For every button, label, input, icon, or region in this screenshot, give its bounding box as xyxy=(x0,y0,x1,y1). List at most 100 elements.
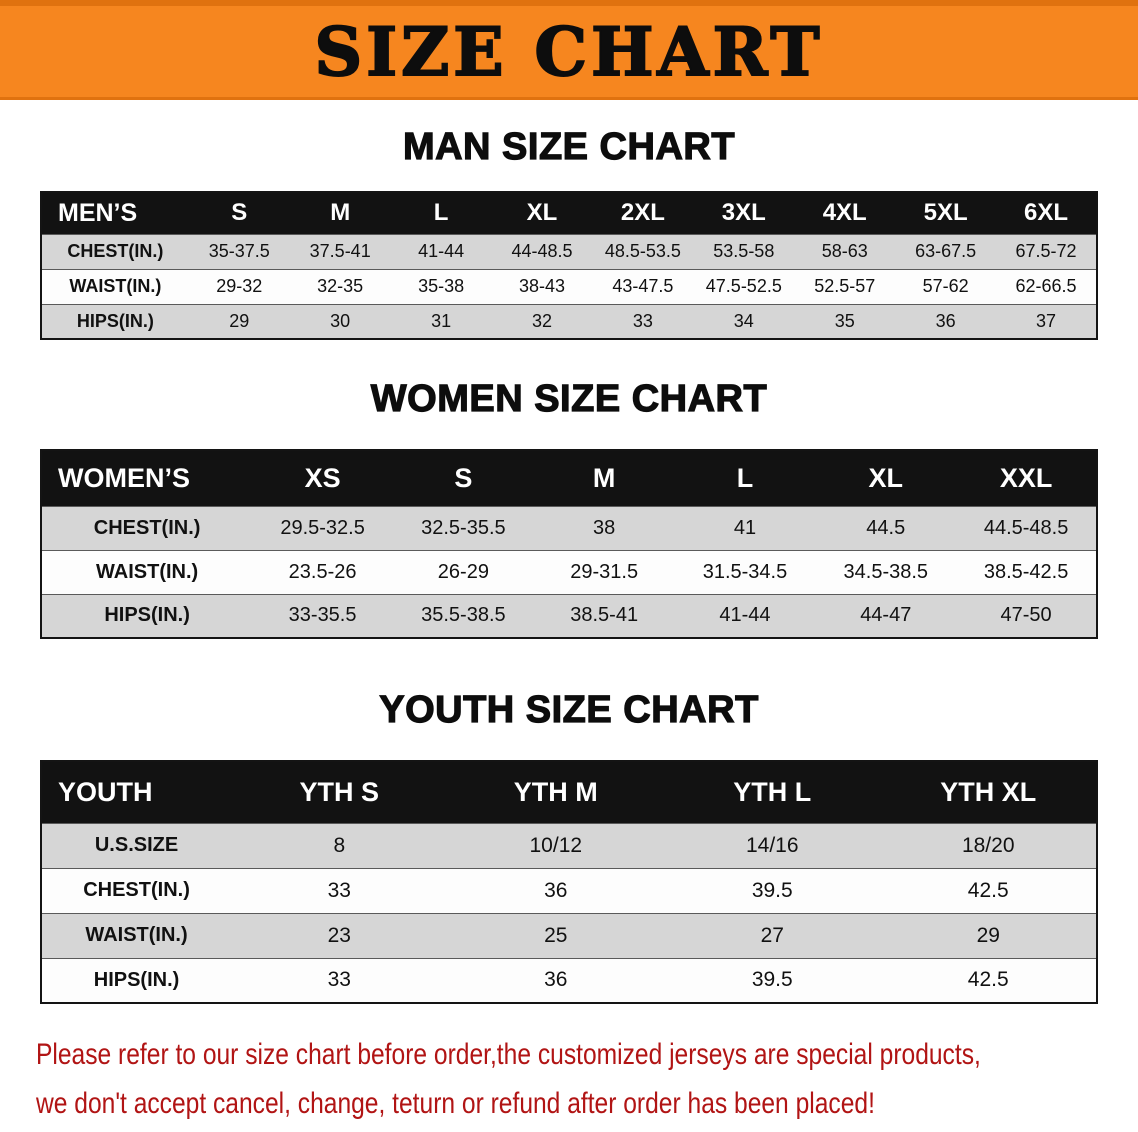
size-value-cell: 53.5-58 xyxy=(713,241,775,261)
size-value-cell: 14/16 xyxy=(745,833,799,857)
table-title-cell: YOUTH xyxy=(41,761,232,823)
size-column-header: M xyxy=(533,450,675,506)
size-value-cell: 32-35 xyxy=(317,276,364,296)
size-value-cell: 38-43 xyxy=(518,276,566,296)
size-value-cell: 41-44 xyxy=(418,241,465,261)
size-value-cell: 29-32 xyxy=(216,276,263,296)
size-value-cell: 36 xyxy=(544,968,568,992)
row-label: CHEST(IN.) xyxy=(93,516,201,539)
size-value-cell: 29-31.5 xyxy=(570,560,639,583)
row-label: U.S.SIZE xyxy=(94,834,179,856)
size-column-header: 5XL xyxy=(895,192,997,234)
size-value-cell: 44-48.5 xyxy=(511,241,573,261)
size-value-cell: 63-67.5 xyxy=(915,241,977,261)
size-value-cell: 35 xyxy=(834,310,855,331)
size-value-cell: 26-29 xyxy=(437,560,489,583)
measurement-row: CHEST(IN.) 33 36 39.5 42.5 xyxy=(41,868,1097,913)
size-column-header: XL xyxy=(491,192,593,234)
disclaimer: Please refer to our size chart before or… xyxy=(0,1030,1138,1128)
size-value-cell: 36 xyxy=(935,310,956,331)
size-column-header: 4XL xyxy=(794,192,896,234)
measurement-row: CHEST(IN.) 29.5-32.5 32.5-35.5 38 41 44.5 44.5… xyxy=(41,506,1097,550)
size-value-cell: 47-50 xyxy=(1000,604,1052,627)
size-value-cell: 57-62 xyxy=(922,276,969,296)
measurement-row: WAIST(IN.) 23 25 27 29 xyxy=(41,913,1097,958)
size-value-cell: 35.5-38.5 xyxy=(421,604,506,627)
size-value-cell: 39.5 xyxy=(751,878,793,902)
size-value-cell: 62-66.5 xyxy=(1015,276,1077,296)
size-column-header: YTH M xyxy=(447,761,665,823)
size-value-cell: 33 xyxy=(327,878,351,902)
size-column-header: XL xyxy=(815,450,957,506)
size-value-cell: 44-47 xyxy=(860,604,912,627)
youth-section-heading: YOUTH SIZE CHART xyxy=(379,688,759,731)
disclaimer-line-1: Please refer to our size chart before or… xyxy=(36,1038,981,1071)
size-value-cell: 33 xyxy=(632,310,653,331)
size-value-cell: 33-35.5 xyxy=(288,604,357,627)
size-column-header: XXL xyxy=(956,450,1097,506)
size-value-cell: 42.5 xyxy=(967,968,1009,992)
men-section: MAN SIZE CHART MEN’S S M L XL 2XL 3XL 4XL 5XL 6XL… xyxy=(0,125,1138,340)
row-label: CHEST(IN.) xyxy=(67,241,164,261)
header-row: YOUTH YTH S YTH M YTH L YTH XL xyxy=(41,761,1097,823)
size-column-header: L xyxy=(390,192,492,234)
measurement-row: CHEST(IN.) 35-37.5 37.5-41 41-44 44-48.5 48.5… xyxy=(41,234,1097,269)
size-column-header: S xyxy=(392,450,534,506)
size-column-header: M xyxy=(289,192,391,234)
measurement-row: HIPS(IN.) 29 30 31 32 33 34 35 36 37 xyxy=(41,304,1097,339)
size-value-cell: 32 xyxy=(531,310,553,331)
size-value-cell: 38 xyxy=(593,516,616,539)
measurement-row: WAIST(IN.) 23.5-26 26-29 29-31.5 31.5-34.5 34… xyxy=(41,550,1097,594)
header-row: WOMEN’S XS S M L XL XXL xyxy=(41,450,1097,506)
size-value-cell: 44.5-48.5 xyxy=(983,516,1069,539)
row-label: WAIST(IN.) xyxy=(85,924,188,946)
size-value-cell: 35-38 xyxy=(418,276,465,296)
size-value-cell: 23.5-26 xyxy=(288,560,357,583)
size-value-cell: 33 xyxy=(327,968,351,992)
size-column-header: S xyxy=(188,192,290,234)
size-value-cell: 35-37.5 xyxy=(208,241,270,261)
size-value-cell: 29 xyxy=(976,923,1000,947)
page-title: SIZE CHART xyxy=(314,12,824,91)
size-value-cell: 48.5-53.5 xyxy=(604,241,681,261)
size-value-cell: 67.5-72 xyxy=(1015,241,1077,261)
size-value-cell: 41-44 xyxy=(719,604,771,627)
table-title-cell: MEN’S xyxy=(41,192,189,234)
size-column-header: L xyxy=(674,450,816,506)
youth-section: YOUTH SIZE CHART YOUTH YTH S YTH M YTH L YTH… xyxy=(0,688,1138,1004)
size-value-cell: 34 xyxy=(733,310,754,331)
size-value-cell: 43-47.5 xyxy=(612,276,674,296)
men-section-heading: MAN SIZE CHART xyxy=(402,125,736,168)
disclaimer-line-2: we don't accept cancel, change, teturn o… xyxy=(36,1087,875,1120)
measurement-row: WAIST(IN.) 29-32 32-35 35-38 38-43 43-47.5 47.… xyxy=(41,269,1097,304)
size-value-cell: 39.5 xyxy=(751,968,793,992)
size-value-cell: 37 xyxy=(1036,310,1057,331)
size-value-cell: 34.5-38.5 xyxy=(843,560,929,583)
women-section-heading: WOMEN SIZE CHART xyxy=(370,377,768,420)
banner: SIZE CHART xyxy=(0,0,1138,100)
women-size-table: WOMEN’S XS S M L XL XXL CHEST(IN.) 29.5-32.5 32.5… xyxy=(40,449,1098,639)
row-label: HIPS(IN.) xyxy=(76,310,154,331)
size-column-header: YTH S xyxy=(231,761,448,823)
header-row: MEN’S S M L XL 2XL 3XL 4XL 5XL 6XL xyxy=(41,192,1097,234)
size-value-cell: 29.5-32.5 xyxy=(280,516,365,539)
table-title-cell: WOMEN’S xyxy=(41,450,253,506)
measurement-row: HIPS(IN.) 33-35.5 35.5-38.5 38.5-41 41-44 44-… xyxy=(41,594,1097,638)
size-column-header: YTH XL xyxy=(880,761,1097,823)
row-label: WAIST(IN.) xyxy=(95,560,199,583)
men-size-table: MEN’S S M L XL 2XL 3XL 4XL 5XL 6XL CHEST(IN.) 35-37… xyxy=(40,191,1098,340)
size-column-header: YTH L xyxy=(664,761,881,823)
women-section: WOMEN SIZE CHART WOMEN’S XS S M L XL XXL CHEST(… xyxy=(0,377,1138,639)
size-column-header: 2XL xyxy=(592,192,694,234)
size-value-cell: 38.5-42.5 xyxy=(983,560,1069,583)
size-value-cell: 38.5-41 xyxy=(570,604,639,627)
size-column-header: 6XL xyxy=(996,192,1097,234)
size-value-cell: 36 xyxy=(544,878,568,902)
size-value-cell: 23 xyxy=(327,923,351,947)
size-value-cell: 30 xyxy=(330,310,351,331)
measurement-row: HIPS(IN.) 33 36 39.5 42.5 xyxy=(41,958,1097,1003)
size-value-cell: 44.5 xyxy=(866,516,906,539)
row-label: HIPS(IN.) xyxy=(104,604,190,627)
size-value-cell: 52.5-57 xyxy=(814,276,876,296)
